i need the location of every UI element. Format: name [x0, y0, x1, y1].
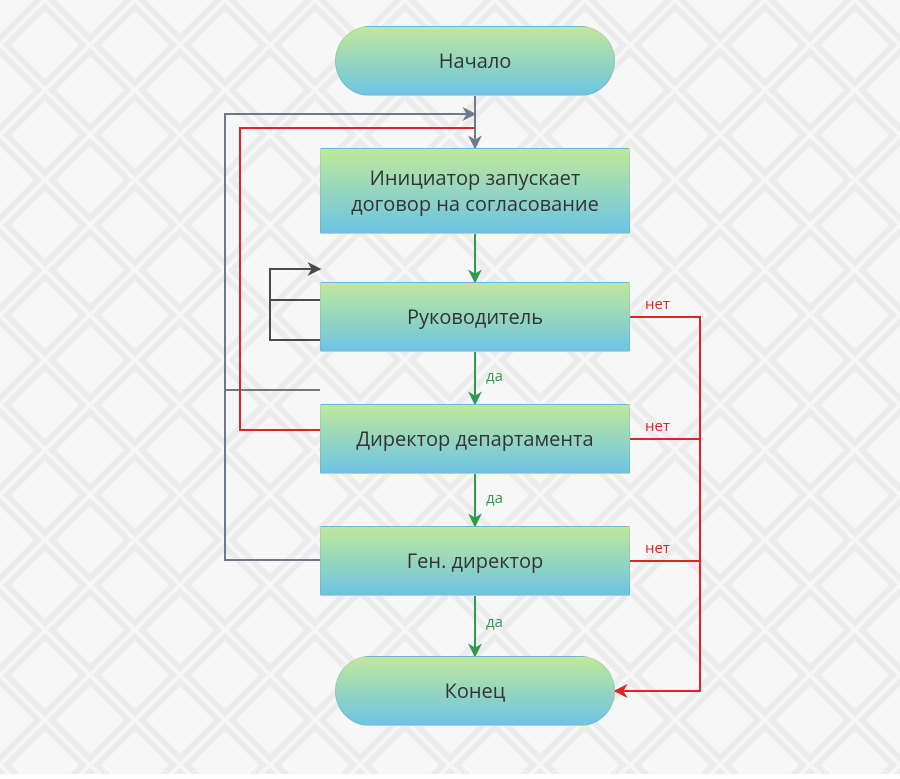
edge-loop-dark-a	[270, 269, 320, 300]
node-lead: Руководитель	[320, 282, 630, 352]
node-start: Начало	[335, 26, 615, 96]
node-init: Инициатор запускаетдоговор на согласован…	[320, 148, 630, 234]
edge-label-dept-ceo: да	[486, 488, 503, 508]
edge-label-ceo-end: да	[486, 612, 503, 632]
node-label: Конец	[445, 678, 506, 704]
edge-label-dept-no: нет	[645, 416, 670, 436]
edge-loop-dark-b	[270, 300, 320, 340]
node-label: Инициатор запускаетдоговор на согласован…	[351, 165, 599, 217]
edge-label-lead-no: нет	[645, 294, 670, 314]
node-label: Директор департамента	[356, 426, 593, 452]
node-label: Ген. директор	[407, 548, 543, 574]
node-dept: Директор департамента	[320, 404, 630, 474]
edge-label-ceo-no: нет	[645, 538, 670, 558]
edge-label-lead-dept: да	[486, 366, 503, 386]
node-end: Конец	[335, 656, 615, 726]
flowchart: Начало Инициатор запускаетдоговор на согл…	[0, 0, 900, 774]
node-ceo: Ген. директор	[320, 526, 630, 596]
node-label: Руководитель	[407, 304, 543, 330]
edge-lead-no	[615, 317, 700, 691]
node-label: Начало	[439, 48, 512, 74]
